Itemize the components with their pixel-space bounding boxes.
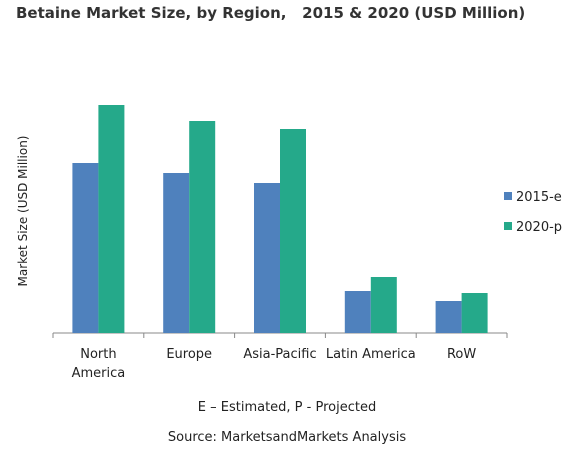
category-label-4: RoW [447, 347, 476, 362]
bars-layer [72, 105, 488, 333]
category-labels: North America Europe Asia-Pacific Latin Amer… [72, 347, 477, 381]
category-label-0: North America [72, 347, 126, 381]
legend: 2015-e 2020-p [504, 190, 562, 235]
bar-2020-p-0 [98, 105, 125, 333]
source-note: Source: MarketsandMarkets Analysis [167, 430, 407, 445]
bar-2015-e-0 [72, 163, 99, 333]
bar-2020-p-4 [461, 293, 488, 333]
axis-layer [52, 332, 508, 338]
category-label-1: Europe [166, 347, 212, 362]
legend-label-2020-p: 2020-p [516, 220, 562, 235]
category-label-2: Asia-Pacific [243, 347, 316, 362]
legend-swatch-2015-e [504, 192, 512, 200]
bar-2015-e-1 [163, 173, 190, 333]
bar-2020-p-2 [280, 129, 306, 333]
y-axis-label: Market Size (USD Million) [16, 136, 30, 287]
chart-title: Betaine Market Size, by Region, 2015 & 2… [16, 4, 526, 22]
legend-label-2015-e: 2015-e [516, 190, 562, 205]
bar-2015-e-2 [254, 183, 280, 333]
legend-swatch-2020-p [504, 222, 512, 230]
bar-2015-e-4 [435, 301, 462, 333]
bar-2020-p-1 [189, 121, 216, 333]
bar-2020-p-3 [370, 277, 397, 333]
category-label-3: Latin America [326, 347, 416, 362]
footnote: E – Estimated, P - Projected [197, 400, 377, 415]
bar-2015-e-3 [344, 291, 371, 333]
